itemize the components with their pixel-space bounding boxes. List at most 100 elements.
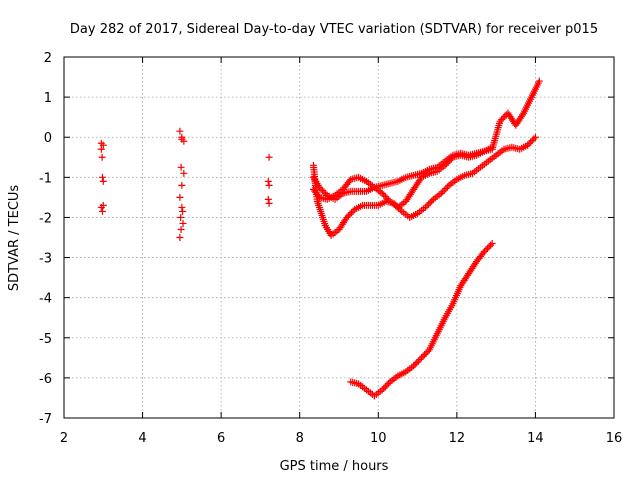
data-point [98, 153, 106, 161]
data-point [99, 177, 107, 185]
series-track-d [309, 133, 539, 239]
data-point [346, 210, 354, 218]
data-point [437, 189, 445, 197]
data-point [383, 194, 391, 202]
data-point [414, 357, 422, 365]
data-point [378, 189, 386, 197]
data-point [99, 141, 107, 149]
data-point [99, 207, 106, 215]
data-point [180, 169, 188, 177]
data-point [535, 77, 543, 85]
data-point [349, 207, 357, 215]
data-point [97, 145, 105, 153]
data-point [383, 381, 391, 389]
data-point [480, 248, 488, 256]
data-point [265, 199, 273, 207]
y-tick-label: -7 [39, 412, 52, 427]
data-point [428, 197, 436, 205]
x-tick-label: 10 [370, 431, 387, 446]
series-track-c [264, 153, 273, 207]
data-point [411, 360, 419, 368]
data-point [344, 212, 352, 220]
data-point [99, 173, 106, 181]
data-point [498, 116, 506, 124]
x-axis-label: GPS time / hours [280, 459, 389, 474]
data-point [343, 213, 351, 221]
data-point [319, 187, 326, 195]
data-points [97, 77, 543, 400]
data-point [176, 127, 184, 135]
x-tick-label: 8 [296, 431, 304, 446]
data-point [419, 352, 427, 360]
data-point [519, 111, 527, 119]
data-point [380, 191, 388, 199]
data-point [424, 347, 432, 355]
data-point [380, 384, 388, 392]
data-point [525, 140, 533, 148]
data-point [426, 199, 434, 207]
data-point [378, 386, 386, 394]
y-tick-label: 1 [44, 91, 52, 106]
data-point [421, 351, 429, 359]
grid [64, 57, 614, 418]
data-point [485, 243, 493, 251]
data-point [315, 183, 323, 191]
x-tick-label: 4 [138, 431, 146, 446]
data-point [264, 195, 272, 203]
data-point [410, 362, 418, 370]
data-point [443, 183, 451, 191]
data-point [176, 234, 184, 241]
data-point [348, 209, 356, 217]
data-point [488, 240, 496, 248]
data-point [381, 383, 389, 391]
x-tick-label: 16 [606, 431, 623, 446]
data-point [425, 200, 433, 208]
data-point [418, 354, 425, 362]
x-tick-label: 12 [449, 431, 466, 446]
data-point [265, 181, 273, 189]
data-point [423, 202, 431, 210]
data-point [320, 188, 328, 196]
data-point [178, 135, 186, 143]
data-point [499, 114, 507, 122]
data-point [177, 213, 185, 221]
x-tick-label: 6 [217, 431, 225, 446]
data-point [442, 185, 450, 193]
series-track-g [347, 240, 496, 400]
y-tick-label: -3 [39, 252, 52, 267]
series-track-a [97, 139, 107, 215]
y-tick-label: -5 [39, 332, 52, 347]
y-tick-label: 0 [44, 131, 52, 146]
data-point [176, 193, 184, 201]
data-point [322, 190, 330, 198]
x-tick-label: 2 [60, 431, 68, 446]
axis-ticks [63, 56, 615, 419]
data-point [416, 355, 424, 363]
data-point [177, 163, 185, 171]
y-tick-label: -1 [39, 171, 52, 186]
data-point [381, 193, 389, 201]
plot-frame [63, 56, 615, 419]
series-track-b [176, 127, 188, 241]
y-tick-label: -2 [39, 211, 52, 226]
data-point [524, 141, 532, 149]
data-point [421, 203, 429, 211]
y-tick-label: -4 [39, 292, 52, 307]
data-point [385, 196, 392, 204]
data-point [531, 133, 539, 141]
data-point [439, 188, 447, 196]
data-point [440, 186, 448, 194]
data-point [422, 349, 430, 357]
data-point [496, 117, 504, 125]
data-point [487, 241, 495, 249]
data-point [482, 246, 490, 254]
y-tick-label: 2 [44, 51, 52, 66]
y-axis-label: SDTVAR / TECUs [7, 185, 22, 292]
data-point [179, 207, 187, 215]
chart-title: Day 282 of 2017, Sidereal Day-to-day VTE… [70, 22, 598, 37]
data-point [385, 380, 392, 388]
series-track-f [309, 77, 543, 203]
data-point [177, 225, 185, 233]
